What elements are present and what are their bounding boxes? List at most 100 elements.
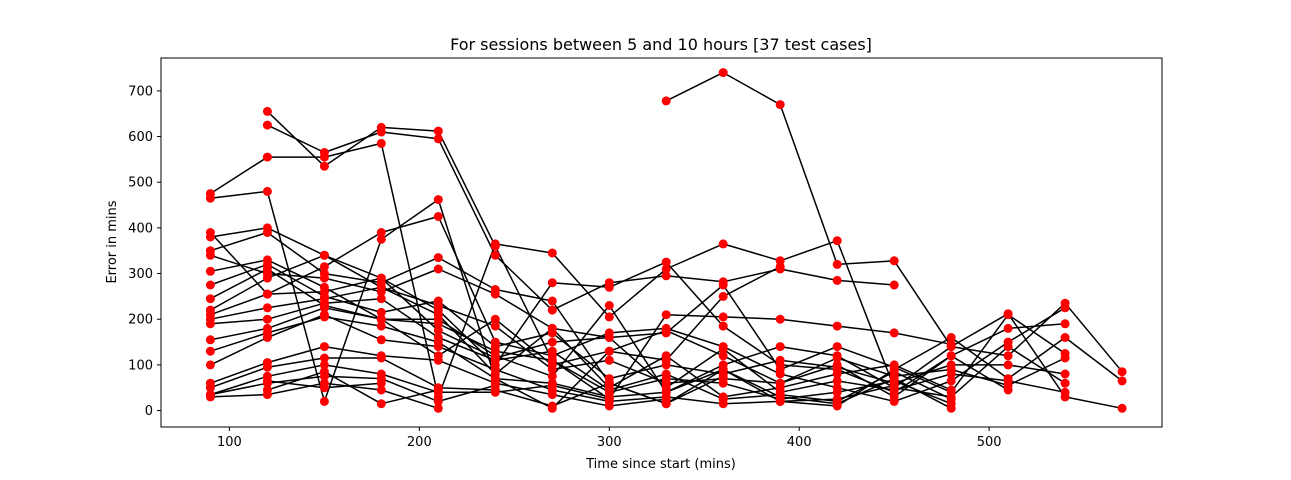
data-point-s3-1 [262, 120, 272, 130]
data-point-s15-4 [376, 282, 386, 292]
data-point-s16-6 [490, 355, 500, 365]
data-point-s4-2 [319, 161, 329, 171]
data-point-s3-6 [547, 305, 557, 315]
data-point-s13-12 [832, 360, 842, 370]
data-point-s10-16 [1060, 353, 1070, 363]
data-point-s17-7 [547, 355, 557, 365]
data-point-s22-7 [547, 380, 557, 390]
data-point-s4-1 [262, 106, 272, 116]
series-line-15 [210, 286, 952, 398]
data-point-s5-5 [433, 195, 443, 205]
data-point-s17-4 [376, 314, 386, 324]
data-point-s13-3 [319, 250, 329, 260]
data-point-s24-4 [376, 385, 386, 395]
data-point-s21-8 [604, 378, 614, 388]
data-point-s8-16 [1060, 333, 1070, 342]
data-point-s19-1 [205, 360, 215, 370]
data-point-s9-10 [718, 280, 728, 290]
data-point-s13-6 [490, 321, 500, 331]
data-point-s13-14 [946, 351, 956, 361]
data-point-s19-11 [775, 396, 785, 406]
data-point-s5-4 [376, 234, 386, 244]
data-point-s4-13 [946, 339, 956, 349]
data-point-s14-7 [547, 337, 557, 347]
data-point-s17-5 [433, 319, 443, 329]
data-point-s8-2 [262, 228, 272, 237]
data-point-s14-5 [433, 326, 443, 336]
data-point-s18-13 [889, 374, 899, 384]
data-point-s11-11 [775, 355, 785, 365]
series-line-17 [210, 307, 952, 405]
data-point-s15-13 [889, 360, 899, 370]
data-point-s11-14 [946, 360, 956, 370]
data-point-s5-3 [319, 396, 329, 406]
series-line-25 [267, 370, 439, 405]
series-line-14 [210, 277, 1066, 394]
data-point-s4-12 [889, 328, 899, 338]
data-point-s8-5 [433, 253, 443, 263]
data-point-s21-9 [661, 399, 671, 409]
data-point-s17-3 [319, 303, 329, 313]
data-point-s22-8 [604, 394, 614, 404]
data-point-s21-7 [547, 401, 557, 411]
data-point-s21-10 [718, 371, 728, 381]
data-point-s19-13 [889, 380, 899, 390]
data-point-s13-7 [547, 365, 557, 374]
data-point-s25-1 [262, 385, 272, 395]
data-point-s15-9 [661, 351, 671, 361]
axes-frame [160, 57, 1163, 428]
data-point-s15-5 [433, 310, 443, 320]
data-point-s4-9 [718, 312, 728, 322]
data-point-s2-8 [604, 312, 614, 322]
data-point-s1-4 [832, 259, 842, 269]
data-point-s8-14 [946, 333, 956, 342]
x-tick-label-500: 500 [977, 435, 1002, 450]
data-point-s6-3 [319, 262, 329, 272]
data-point-s2-4 [376, 138, 386, 148]
series-line-3 [267, 124, 895, 311]
data-point-s3-8 [661, 271, 671, 281]
data-point-s9-6 [490, 289, 500, 299]
data-point-s11-4 [376, 307, 386, 317]
data-point-s20-8 [604, 401, 614, 411]
data-point-s1-9 [1117, 403, 1127, 413]
data-point-s11-9 [661, 360, 671, 370]
data-point-s19-10 [718, 399, 728, 409]
data-point-s16-13 [889, 367, 899, 377]
x-tick-label-300: 300 [597, 435, 622, 450]
data-point-s5-2 [262, 186, 272, 196]
data-point-s23-6 [490, 380, 500, 390]
data-point-s3-4 [433, 134, 443, 144]
data-point-s21-4 [376, 353, 386, 363]
data-point-s2-7 [547, 248, 557, 258]
data-point-s25-2 [319, 367, 329, 377]
series-line-21 [210, 357, 724, 407]
series-line-6 [209, 215, 1066, 403]
data-point-s6-4 [376, 228, 386, 237]
data-point-s25-3 [376, 399, 386, 409]
data-point-s10-10 [718, 351, 728, 361]
data-point-s3-12 [889, 280, 899, 290]
data-point-s11-15 [1003, 360, 1013, 370]
data-point-s4-8 [661, 310, 671, 320]
data-point-s11-16 [1060, 369, 1070, 379]
data-point-s10-1 [205, 266, 215, 276]
y-tick-label-700: 700 [128, 84, 153, 99]
data-point-s13-2 [262, 273, 272, 283]
data-point-s12-7 [547, 371, 557, 381]
y-tick-label-200: 200 [128, 313, 153, 328]
data-point-s12-8 [604, 301, 614, 310]
x-tick-label-100: 100 [217, 435, 242, 450]
data-point-s12-1 [205, 294, 215, 304]
data-point-s18-4 [376, 321, 386, 331]
data-point-s16-1 [205, 319, 215, 329]
data-point-s15-11 [775, 383, 785, 393]
data-point-s21-1 [205, 383, 215, 393]
data-point-s20-7 [547, 390, 557, 400]
data-point-s10-6 [490, 314, 500, 324]
data-point-s1-1 [661, 96, 671, 106]
data-point-s5-11 [775, 262, 785, 272]
data-point-s20-5 [433, 355, 443, 365]
data-point-s7-9 [661, 257, 671, 267]
data-point-s3-5 [490, 250, 500, 260]
